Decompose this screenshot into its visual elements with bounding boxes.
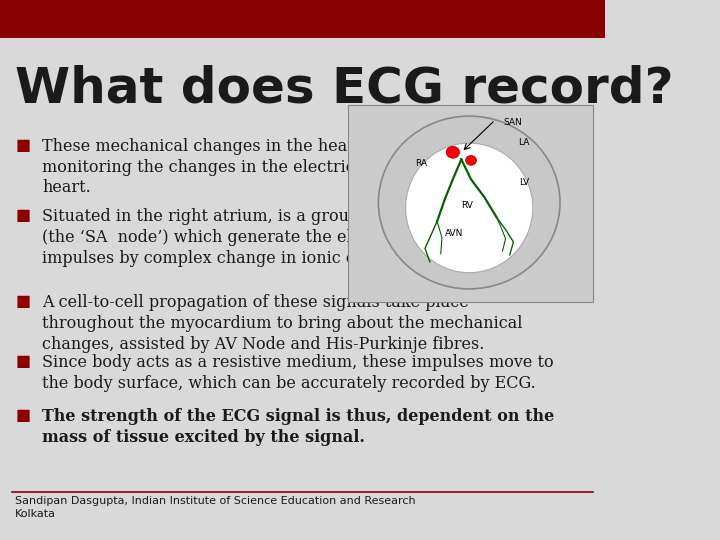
Circle shape	[446, 146, 459, 158]
Text: A cell-to-cell propagation of these signals take place
throughout the myocardium: A cell-to-cell propagation of these sign…	[42, 294, 523, 353]
Text: RA: RA	[415, 159, 427, 168]
Text: ■: ■	[15, 408, 30, 423]
Text: AVN: AVN	[445, 230, 464, 239]
Text: SAN: SAN	[504, 118, 523, 127]
Text: ■: ■	[15, 354, 30, 369]
Text: LA: LA	[518, 138, 529, 147]
Text: What does ECG record?: What does ECG record?	[15, 65, 674, 113]
Ellipse shape	[405, 143, 533, 273]
Text: These mechanical changes in the heart can be detected by the
monitoring the chan: These mechanical changes in the heart ca…	[42, 138, 553, 197]
Text: RV: RV	[462, 201, 473, 210]
Text: Sandipan Dasgupta, Indian Institute of Science Education and Research
Kolkata: Sandipan Dasgupta, Indian Institute of S…	[15, 496, 415, 519]
Text: The strength of the ECG signal is thus, dependent on the
mass of tissue excited : The strength of the ECG signal is thus, …	[42, 408, 554, 445]
Text: Since body acts as a resistive medium, these impulses move to
the body surface, : Since body acts as a resistive medium, t…	[42, 354, 554, 391]
Text: LV: LV	[519, 178, 530, 187]
Text: ■: ■	[15, 138, 30, 153]
Circle shape	[466, 156, 477, 165]
Ellipse shape	[379, 116, 560, 289]
Text: Situated in the right atrium, is a group of cells
(the ‘SA  node’) which generat: Situated in the right atrium, is a group…	[42, 208, 464, 267]
FancyBboxPatch shape	[348, 105, 593, 302]
Text: ■: ■	[15, 294, 30, 309]
FancyBboxPatch shape	[0, 0, 606, 38]
Text: ■: ■	[15, 208, 30, 223]
